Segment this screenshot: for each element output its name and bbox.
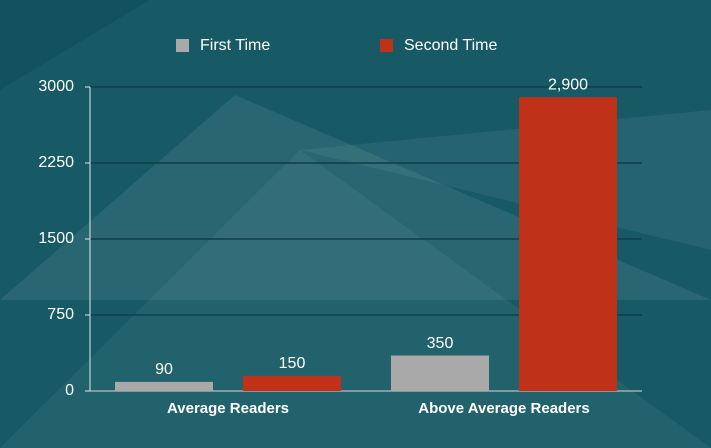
value-label: 90	[155, 361, 173, 378]
y-tick-label: 3000	[38, 78, 74, 95]
bar	[243, 375, 341, 391]
decor	[0, 0, 150, 90]
value-label: 350	[427, 335, 454, 352]
y-tick-label: 1500	[38, 230, 74, 247]
bar	[115, 381, 213, 391]
bar	[519, 97, 617, 391]
y-tick-label: 750	[47, 306, 74, 323]
value-label: 150	[279, 355, 306, 372]
legend-label: First Time	[200, 37, 270, 54]
bar	[391, 355, 489, 391]
legend-swatch	[380, 39, 393, 52]
y-tick-label: 2250	[38, 154, 74, 171]
y-tick-label: 0	[65, 382, 74, 399]
x-tick-label: Above Average Readers	[418, 400, 589, 417]
legend-label: Second Time	[404, 37, 497, 54]
legend-swatch	[176, 39, 189, 52]
value-label: 2,900	[548, 76, 588, 93]
x-tick-label: Average Readers	[167, 400, 289, 417]
